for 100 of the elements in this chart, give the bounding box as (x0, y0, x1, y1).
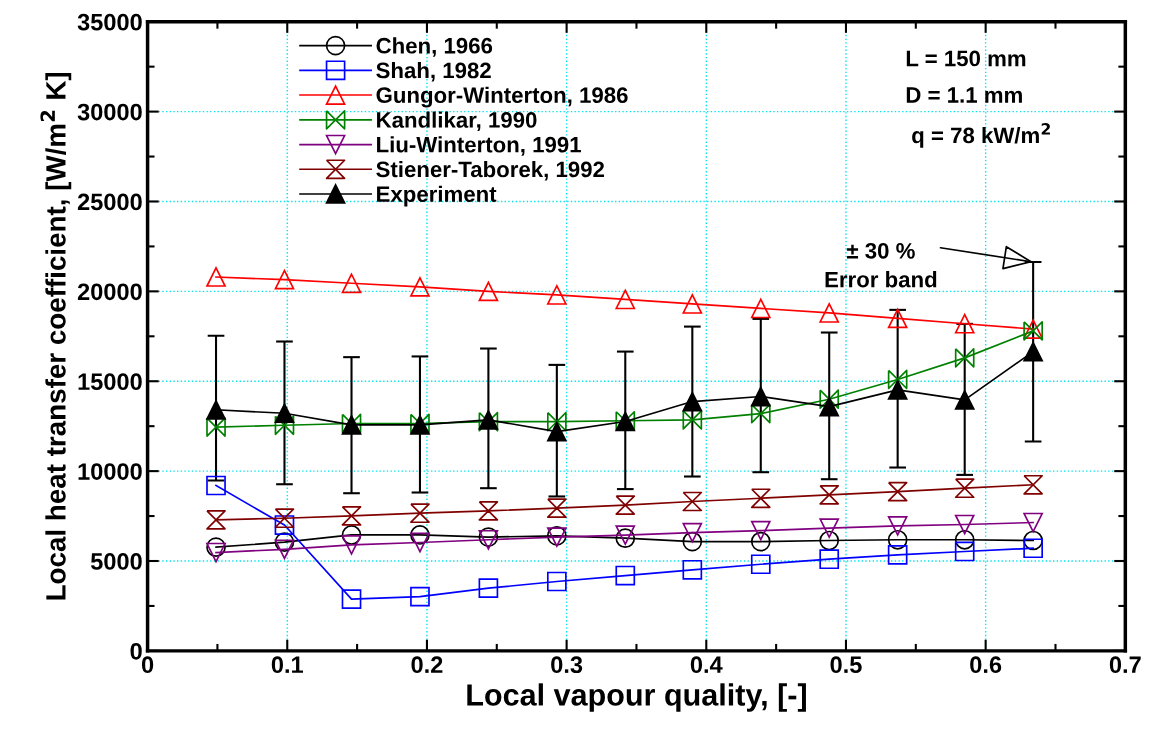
point (206, 475, 226, 496)
point (615, 565, 636, 586)
point (206, 537, 226, 558)
point (410, 525, 430, 545)
point (206, 399, 226, 420)
point (341, 589, 362, 609)
point (750, 554, 771, 575)
point (546, 498, 567, 519)
point (410, 503, 430, 524)
point (954, 478, 975, 499)
point (274, 539, 295, 560)
point (750, 298, 771, 319)
annotation: D = 1.1 mm (906, 87, 1022, 103)
point (274, 515, 295, 535)
point (274, 508, 295, 529)
point (1023, 530, 1044, 551)
point (819, 303, 840, 323)
point (682, 294, 703, 314)
y-tick-label: 25000 (77, 193, 142, 211)
legend-label: Stiener-Taborek, 1992 (376, 160, 605, 181)
y-tick-label: 15000 (78, 373, 142, 391)
annotation: L = 150 mm (906, 50, 1026, 67)
legend-label: Gungor-Winterton, 1986 (376, 86, 628, 108)
point (274, 415, 295, 436)
point (887, 369, 908, 390)
point (750, 403, 771, 424)
point (682, 559, 703, 580)
legend-label: Shah, 1982 (376, 61, 491, 82)
legend-label: Kandlikar, 1990 (377, 111, 537, 132)
point (478, 500, 499, 521)
point (819, 530, 840, 551)
annotation: ± 30 % Error band (825, 242, 937, 288)
x-tick-label: 0.6 (970, 656, 1002, 674)
point (682, 522, 703, 543)
point (819, 549, 840, 570)
point (954, 541, 975, 562)
point (1023, 341, 1044, 362)
point (954, 348, 975, 368)
y-tick-label: 30000 (77, 103, 142, 121)
y-axis-title: Local heat transfer coefficient, [W/m$^{2}$ K] (40, 72, 72, 600)
point (1023, 538, 1044, 559)
point (954, 313, 975, 334)
point (887, 529, 908, 550)
y-tick-label: 5000 (90, 553, 142, 570)
point (887, 516, 908, 536)
point (750, 520, 771, 541)
point (819, 518, 840, 538)
x-axis-title: Local vapour quality, [-] (467, 683, 806, 712)
point (478, 281, 499, 302)
point (615, 495, 636, 515)
x-tick-label: 0.5 (830, 656, 862, 674)
point (954, 390, 975, 410)
x-tick-label: 0.1 (271, 656, 304, 674)
point (819, 484, 840, 505)
point (682, 491, 703, 512)
point (546, 421, 567, 442)
point (1023, 512, 1044, 533)
point (478, 578, 499, 599)
y-tick-label: 0 (130, 642, 142, 660)
y-tick-label: 10000 (78, 463, 142, 480)
point (750, 488, 771, 509)
point (954, 529, 975, 550)
point (341, 534, 362, 555)
legend-label: Chen, 1966 (376, 37, 493, 57)
point (546, 571, 567, 592)
y-tick-label: 20000 (77, 283, 142, 301)
x-tick-label: 0 (141, 656, 154, 674)
point (274, 403, 295, 424)
point (274, 532, 295, 552)
point (819, 396, 840, 417)
y-tick-label: 35000 (77, 13, 142, 31)
point (546, 285, 567, 305)
x-tick-label: 0.2 (411, 656, 443, 674)
x-tick-label: 0.3 (551, 656, 583, 674)
point (887, 380, 908, 400)
point (274, 269, 295, 290)
point (341, 525, 362, 545)
point (615, 289, 636, 310)
point (341, 273, 362, 294)
point (954, 514, 975, 535)
point (682, 531, 703, 552)
annotation: q = 78 kW/m$^{2}$ (912, 123, 1050, 148)
point (206, 509, 226, 530)
point (206, 267, 226, 287)
x-tick-label: 0.4 (690, 656, 723, 674)
legend-label: Experiment (377, 185, 497, 207)
legend-label: Liu-Winterton, 1991 (377, 136, 581, 156)
point (682, 391, 703, 412)
point (206, 542, 226, 563)
point (819, 389, 840, 410)
point (410, 586, 430, 607)
point (410, 277, 430, 297)
point (206, 417, 226, 437)
point (1023, 474, 1044, 495)
point (887, 308, 908, 329)
point (410, 532, 430, 553)
point (682, 410, 703, 430)
x-tick-label: 0.7 (1109, 656, 1141, 674)
point (887, 545, 908, 565)
point (750, 531, 771, 552)
